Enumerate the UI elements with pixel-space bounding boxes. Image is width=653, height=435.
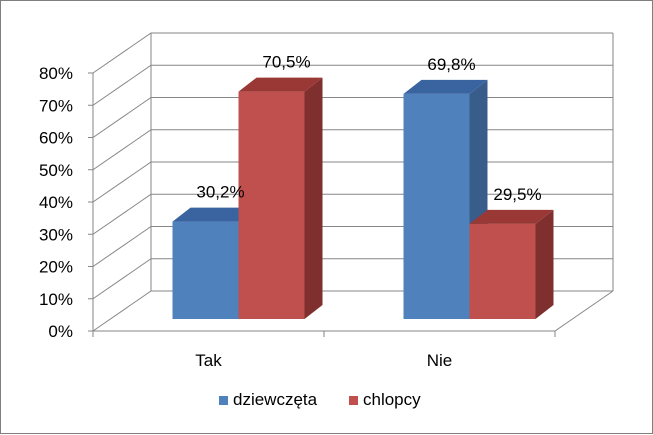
y-tick-label: 40% (39, 193, 73, 212)
bar (469, 209, 554, 319)
legend-label: chlopcy (363, 390, 421, 409)
y-tick-label: 50% (39, 161, 73, 180)
data-labels: 30,2% 70,5% 69,8% 29,5% (196, 53, 541, 204)
legend-label: dziewczęta (233, 390, 318, 409)
y-tick-label: 80% (39, 64, 73, 83)
bar-side (535, 209, 554, 319)
bar-top (172, 207, 257, 222)
y-tick-label: 20% (39, 258, 73, 277)
data-label: 70,5% (262, 53, 310, 72)
gridline (92, 97, 613, 138)
y-tick-label: 10% (39, 290, 73, 309)
bar-front (403, 93, 470, 320)
legend-item: chlopcy (349, 390, 421, 409)
bar-top (469, 209, 554, 224)
gridline (92, 129, 613, 171)
bar-front (238, 91, 305, 319)
y-tick-label: 70% (39, 96, 73, 115)
y-tick-label: 30% (39, 225, 73, 244)
data-label: 30,2% (196, 183, 244, 202)
bar-front (172, 221, 239, 319)
bar-top (238, 77, 323, 92)
bar (238, 77, 323, 319)
data-label: 29,5% (493, 185, 541, 204)
legend-swatch (349, 396, 358, 405)
x-tick-label: Nie (427, 351, 453, 370)
axes: 0% 10% 20% 30% 40% 50% 60% 70% 80% Tak Nie (39, 33, 614, 370)
bar-top (403, 79, 488, 94)
bars (172, 77, 554, 320)
legend-swatch (219, 396, 228, 405)
x-tick-label: Tak (195, 351, 222, 370)
bar-front (469, 223, 536, 319)
y-tick-label: 0% (48, 322, 73, 341)
bar-side (304, 77, 323, 319)
data-label: 69,8% (427, 55, 475, 74)
legend-item: dziewczęta (219, 390, 318, 409)
legend: dziewczęta chlopcy (219, 390, 421, 409)
gridline (92, 64, 613, 106)
y-tick-label: 60% (39, 129, 73, 148)
gridline (92, 32, 613, 74)
